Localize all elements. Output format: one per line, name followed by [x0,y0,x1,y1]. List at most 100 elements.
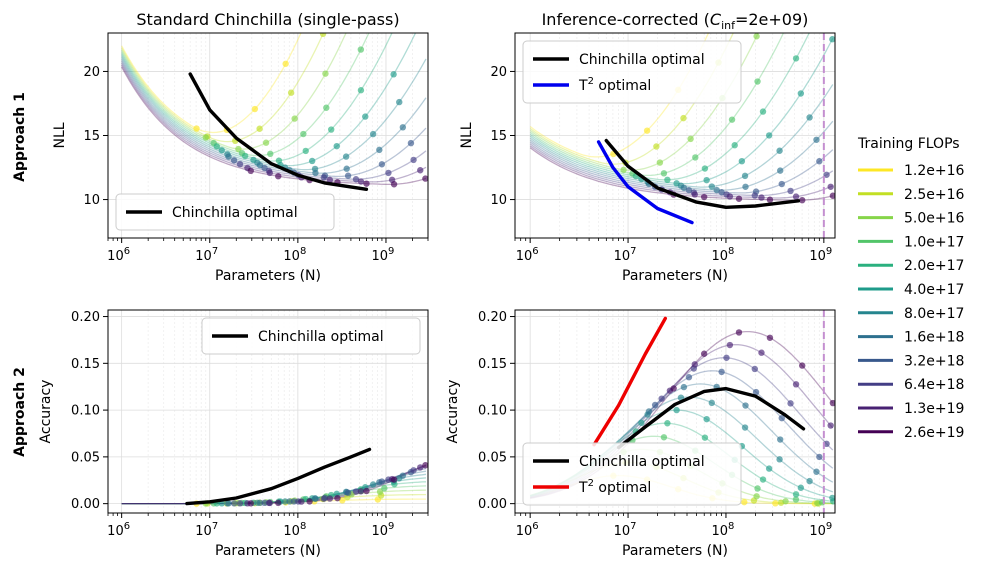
data-point [726,341,734,349]
data-point [342,153,350,160]
legend-label: Chinchilla optimal [579,454,705,470]
data-point [754,485,761,492]
flop-curve [121,33,393,162]
data-point [691,191,698,198]
flop-legend-label: 8.0e+17 [904,306,964,322]
data-point [766,196,774,203]
data-point [620,166,627,174]
y-tick-label: 10 [490,193,507,208]
data-point [230,157,238,164]
y-axis-label: NLL [52,122,68,148]
y-tick-label: 0.20 [478,310,507,325]
x-axis-label: Parameters (N) [215,543,321,559]
data-point [390,181,398,188]
flop-legend: Training FLOPs 1.2e+16 2.5e+16 5.0e+16 1.0e… [857,136,965,441]
x-tick-label: 109 [809,246,832,264]
data-point [799,196,806,204]
series-line-1 [596,140,694,225]
data-point [352,488,360,495]
panel-inference-nll: 106 107 108 109 10 15 20 Parameters (N) NLL Infer… [459,3,836,284]
data-point [758,194,765,201]
flop-curve [121,33,370,157]
panel-standard-nll: 106 107 108 109 10 15 20 Parameters (N) NLL Stand… [52,10,429,284]
data-point [723,354,730,361]
x-tick-label: 108 [283,521,306,539]
flop-curve [121,33,325,143]
data-point [362,113,369,120]
series-line-0 [188,72,369,192]
data-point [759,476,767,483]
data-point [256,125,263,132]
data-point [291,115,298,122]
x-tick-label: 109 [372,521,395,539]
x-tick-label: 108 [711,246,734,264]
data-point [407,139,415,147]
data-point [417,167,424,174]
data-point [658,395,665,402]
data-point [267,150,274,158]
data-point [399,472,407,479]
flop-curve [121,66,427,186]
data-point [806,114,813,121]
series-line-0 [616,386,806,450]
data-point [376,488,384,496]
data-point [410,156,417,164]
data-point [692,154,699,161]
legend: Chinchilla optimal [115,193,335,231]
data-point [320,495,328,502]
data-point [322,70,329,77]
data-point [741,424,749,431]
data-point [422,175,428,182]
data-point [691,361,698,368]
data-point [792,496,800,503]
series-line-0 [185,447,372,506]
data-point [378,478,386,485]
x-axis-label: Parameters (N) [622,543,728,559]
y-tick-label: 10 [83,193,100,208]
data-point [814,499,821,507]
data-point [772,500,779,507]
data-point [235,145,242,153]
data-point [306,498,313,505]
data-point [777,436,784,443]
data-point [827,422,834,429]
data-point [282,60,289,67]
legend-box [201,317,421,355]
data-point [300,130,307,138]
y-tick-label: 15 [490,129,507,144]
legend-box [115,193,335,231]
data-point [357,488,365,495]
data-point [302,147,309,155]
data-point [778,180,785,188]
data-point [660,170,668,177]
chart-title: Standard Chinchilla (single-pass) [136,10,399,29]
data-point [298,498,305,505]
data-point [776,147,783,154]
flop-curve [529,143,834,197]
data-point [703,176,710,184]
flop-curve [121,62,427,180]
data-point [765,132,773,139]
data-point [829,494,835,502]
data-point [816,453,823,461]
data-point [218,147,225,154]
x-axis-label: Parameters (N) [215,268,321,284]
legend-box [522,442,742,506]
data-point [339,497,346,504]
data-point [701,434,709,441]
data-point [247,167,254,175]
data-point [829,399,835,407]
data-point [328,126,335,133]
data-point [643,127,651,134]
flop-curve [529,33,785,177]
data-point [680,184,688,192]
data-point [793,3,799,9]
data-point [385,169,392,177]
flop-curve [529,33,810,181]
data-point [797,484,805,491]
flop-curve [121,485,427,505]
data-point [638,419,645,427]
legend-label: T2 optimal [578,478,651,496]
y-tick-label: 0.00 [478,497,507,512]
